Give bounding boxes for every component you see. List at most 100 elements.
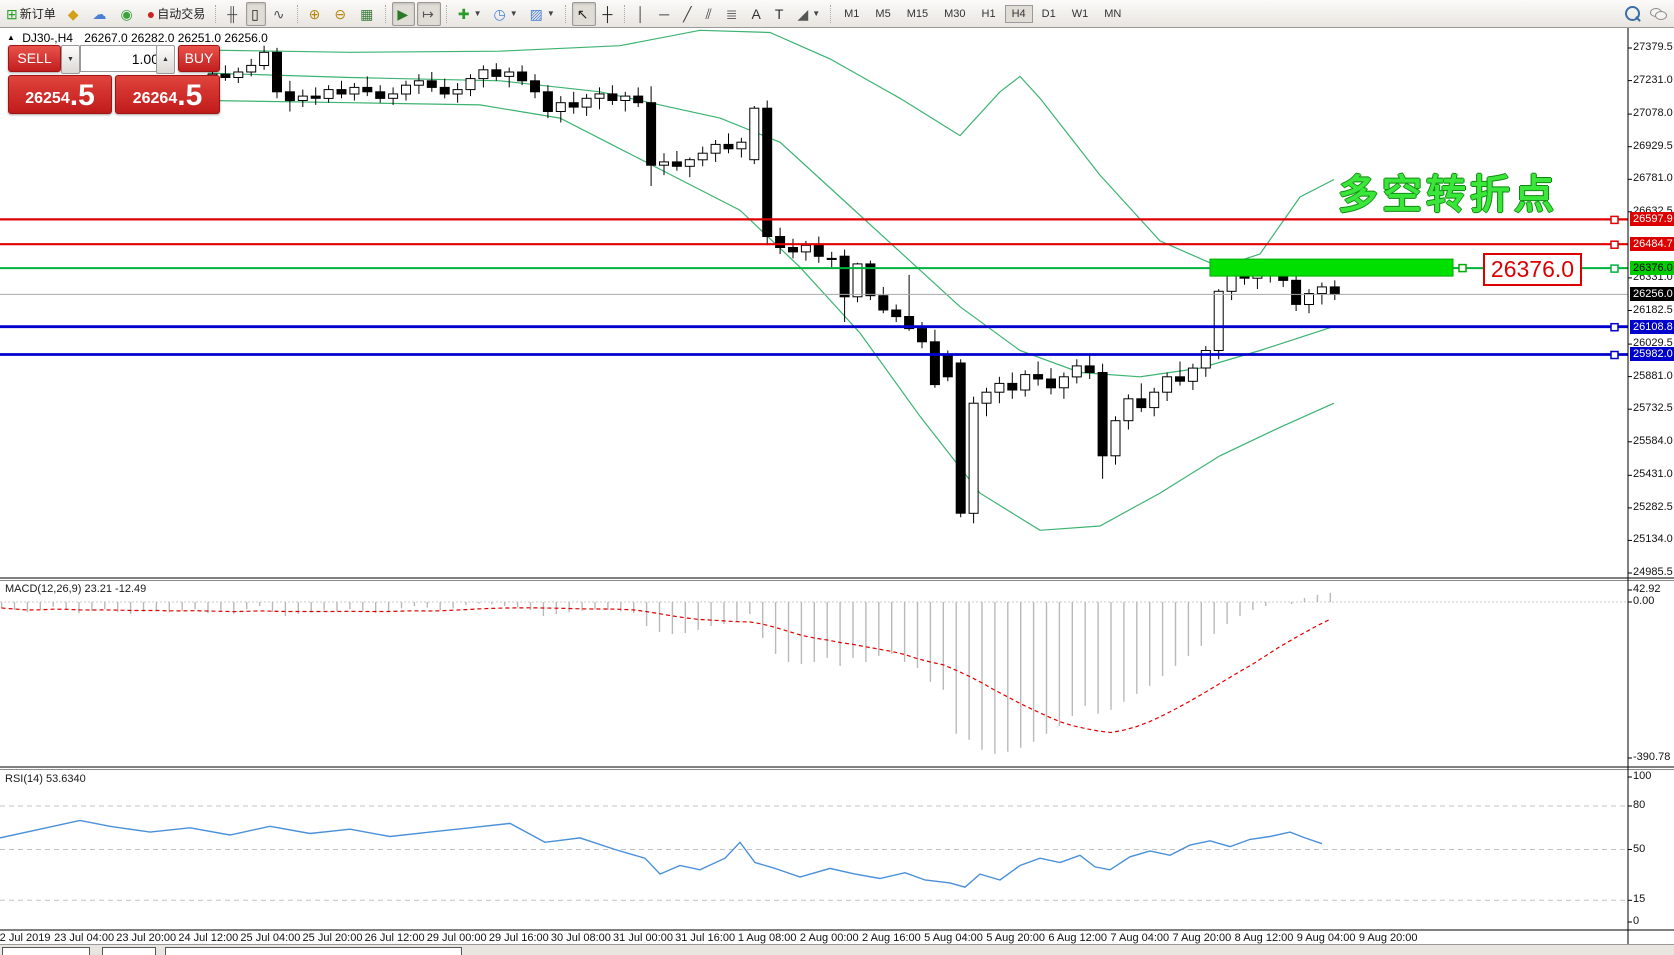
price-tick: 27231.0 xyxy=(1633,73,1673,86)
text-label-tool[interactable]: T xyxy=(770,2,791,26)
candle-chart-icon[interactable]: ▯ xyxy=(246,1,266,26)
crosshair-tool[interactable]: ┼ xyxy=(598,2,620,26)
deposit-icon[interactable]: ◆ xyxy=(63,2,86,26)
price-tick: 27379.5 xyxy=(1633,41,1673,53)
toolbar-separator xyxy=(445,4,448,23)
time-tick: 1 Aug 08:00 xyxy=(737,932,797,944)
timeframe-m15[interactable]: M15 xyxy=(906,7,929,20)
toolbar-separator xyxy=(296,4,299,23)
buy-button[interactable]: BUY xyxy=(178,45,220,72)
time-tick: 31 Jul 00:00 xyxy=(613,932,673,944)
rsi-tick: 100 xyxy=(1633,770,1652,782)
price-callout-box[interactable]: 26376.0 xyxy=(1483,253,1582,286)
buy-price-main: 26264 xyxy=(132,90,178,107)
price-level-badge: 26484.7 xyxy=(1630,237,1674,252)
shapes-menu[interactable]: ◢ ▼ xyxy=(792,2,825,26)
profile-icon-icon: ☁ xyxy=(92,5,107,22)
volume-input[interactable] xyxy=(80,45,164,72)
indicators-menu-icon: ✚ xyxy=(457,5,470,22)
chart-shift-icon[interactable]: ↦ xyxy=(417,1,441,26)
line-chart-icon[interactable]: ∿ xyxy=(268,2,292,26)
macd-tick: 42.92 xyxy=(1633,583,1661,595)
autoscroll-icon-icon: ▶ xyxy=(397,5,409,22)
periods-menu-icon: ◷ xyxy=(493,5,506,22)
timeframe-mn[interactable]: MN xyxy=(1104,7,1122,20)
chart-tab-2[interactable] xyxy=(102,947,156,955)
new-order-button[interactable]: ⊞ 新订单 xyxy=(1,2,61,26)
time-tick: 23 Jul 04:00 xyxy=(54,932,115,944)
horizontal-line-tool[interactable]: ─ xyxy=(654,2,676,26)
search-icon[interactable] xyxy=(1625,6,1640,21)
rsi-tick: 50 xyxy=(1633,842,1646,855)
profile-icon[interactable]: ☁ xyxy=(88,2,114,26)
new-order-button-label: 新订单 xyxy=(19,7,56,21)
autotrade-button-label: 自动交易 xyxy=(157,7,206,21)
turning-point-annotation[interactable]: 多空转折点 xyxy=(1338,173,1558,217)
line-chart-icon-icon: ∿ xyxy=(272,5,285,22)
time-tick: 25 Jul 04:00 xyxy=(240,932,301,944)
trendline-tool-icon: ╱ xyxy=(683,5,692,22)
autoscroll-icon[interactable]: ▶ xyxy=(392,1,416,26)
volume-decrease-button[interactable]: ▼ xyxy=(61,45,80,74)
time-tick: 8 Aug 12:00 xyxy=(1234,932,1294,944)
time-tick: 25 Jul 20:00 xyxy=(302,932,363,944)
timeframe-h4[interactable]: H4 xyxy=(1004,4,1033,23)
chat-icon[interactable] xyxy=(1650,8,1667,20)
timeframe-m1[interactable]: M1 xyxy=(844,7,860,20)
time-tick: 2 Aug 16:00 xyxy=(862,932,921,944)
vertical-line-tool[interactable]: │ xyxy=(631,2,652,26)
price-tick: 26182.5 xyxy=(1633,303,1673,316)
price-tick: 25282.5 xyxy=(1633,500,1673,513)
zoom-in-icon[interactable]: ⊕ xyxy=(304,2,328,26)
signal-icon[interactable]: ◉ xyxy=(116,2,140,26)
crosshair-tool-icon: ┼ xyxy=(602,5,613,22)
timeframe-w1[interactable]: W1 xyxy=(1071,7,1089,20)
horizontal-line-tool-icon: ─ xyxy=(659,5,670,22)
timeframe-m30[interactable]: M30 xyxy=(944,7,966,20)
cursor-tool[interactable]: ↖ xyxy=(571,1,596,26)
dropdown-arrow-icon: ▼ xyxy=(509,9,518,18)
one-click-trading-panel: SELL ▼ ▲ BUY 26254 .5 26264 .5 xyxy=(8,45,220,114)
chart-shift-icon-icon: ↦ xyxy=(422,5,434,22)
trendline-tool[interactable]: ╱ xyxy=(678,2,698,26)
indicators-menu[interactable]: ✚ ▼ xyxy=(453,2,487,26)
collapse-triangle-icon[interactable]: ▲ xyxy=(7,33,15,42)
tile-windows-icon-icon: ▦ xyxy=(360,5,374,22)
buy-price-frac: .5 xyxy=(177,79,203,112)
chart-tab-1[interactable] xyxy=(2,947,90,955)
text-tool[interactable]: A xyxy=(747,2,768,26)
periods-menu[interactable]: ◷ ▼ xyxy=(488,2,522,26)
bar-chart-icon[interactable]: ╫ xyxy=(222,2,244,26)
timeframe-m5[interactable]: M5 xyxy=(875,7,891,20)
time-tick: 29 Jul 00:00 xyxy=(426,932,487,944)
fibonacci-tool[interactable]: ≣ xyxy=(721,2,745,26)
text-tool-icon: A xyxy=(751,5,761,22)
sell-button[interactable]: SELL xyxy=(8,45,61,72)
macd-label: MACD(12,26,9) 23.21 -12.49 xyxy=(5,583,147,595)
time-tick: 5 Aug 20:00 xyxy=(986,932,1045,944)
price-tick: 25732.5 xyxy=(1633,402,1673,415)
time-tick: 29 Jul 16:00 xyxy=(488,932,549,944)
macd-tick: -390.78 xyxy=(1633,751,1671,763)
chart-tab-3[interactable] xyxy=(165,947,462,955)
sell-price-main: 26254 xyxy=(25,90,70,107)
volume-increase-button[interactable]: ▲ xyxy=(156,45,175,74)
buy-price-box[interactable]: 26264 .5 xyxy=(115,75,220,114)
templates-menu[interactable]: ▨ ▼ xyxy=(525,2,560,26)
zoom-out-icon[interactable]: ⊖ xyxy=(329,2,353,26)
tile-windows-icon[interactable]: ▦ xyxy=(355,2,380,26)
toolbar-separator xyxy=(624,4,626,23)
price-tick: 25881.0 xyxy=(1633,369,1673,382)
time-tick: 2 Aug 00:00 xyxy=(799,932,859,944)
toolbar-separator xyxy=(215,4,217,23)
sell-price-box[interactable]: 26254 .5 xyxy=(8,75,112,114)
toolbar-separator xyxy=(564,4,567,23)
channel-tool[interactable]: ⫽ xyxy=(701,2,719,26)
time-tick: 7 Aug 04:00 xyxy=(1110,932,1170,944)
timeframe-d1[interactable]: D1 xyxy=(1041,7,1056,20)
time-tick: 26 Jul 12:00 xyxy=(364,932,425,944)
autotrade-button[interactable]: ● 自动交易 xyxy=(142,2,210,26)
symbol-period-label: DJ30-,H4 xyxy=(22,31,73,45)
timeframe-h1[interactable]: H1 xyxy=(981,7,996,20)
